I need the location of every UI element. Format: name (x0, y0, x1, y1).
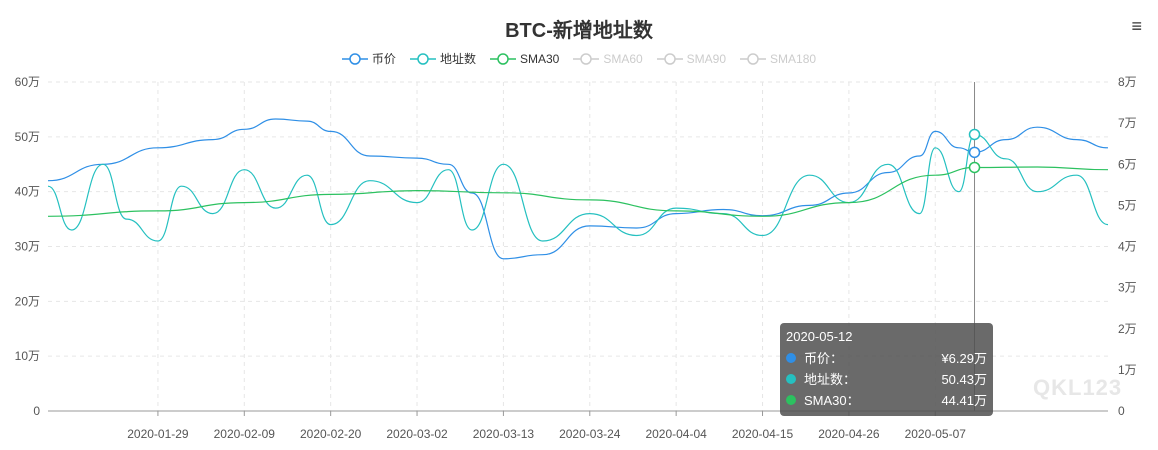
tooltip-value: ¥6.29万 (941, 351, 987, 366)
x-tick-label: 2020-03-02 (386, 427, 448, 441)
series-line (47, 166, 1109, 217)
tooltip-name: 币价： (804, 351, 844, 366)
y-left-tick-label: 60万 (15, 75, 40, 89)
tooltip-row: 币价： ¥6.29万 (780, 347, 993, 368)
legend-marker-circle (663, 52, 676, 65)
legend-marker-icon (409, 52, 436, 65)
x-tick-label: 2020-04-04 (645, 427, 707, 441)
y-right-tick-label: 2万 (1118, 322, 1137, 336)
legend-item[interactable]: SMA90 (656, 50, 727, 67)
legend-label: SMA90 (686, 51, 727, 66)
legend-item[interactable]: SMA30 (489, 50, 560, 67)
y-right-tick-label: 8万 (1118, 75, 1137, 89)
y-right-tick-label: 0 (1118, 404, 1125, 418)
legend-marker-icon (341, 52, 368, 65)
tooltip-date: 2020-05-12 (786, 329, 853, 344)
y-right-tick-label: 7万 (1118, 116, 1137, 130)
legend-item[interactable]: SMA180 (740, 50, 816, 67)
y-left-tick-label: 40万 (15, 185, 40, 199)
tooltip-row: 地址数： 50.43万 (780, 368, 993, 389)
legend-label: SMA180 (770, 51, 817, 66)
x-tick-label: 2020-02-20 (300, 427, 362, 441)
legend-item[interactable]: 地址数 (409, 50, 476, 67)
chart-title: BTC-新增地址数 (505, 20, 653, 42)
legend-marker-circle (747, 52, 759, 65)
x-tick-label: 2020-01-29 (127, 427, 189, 441)
x-tick-label: 2020-02-09 (214, 427, 276, 441)
legend-marker-circle (417, 52, 429, 65)
watermark-logo: QKL123 (1033, 375, 1123, 400)
legend-marker-icon (489, 52, 516, 65)
x-tick-label: 2020-04-26 (818, 427, 880, 441)
legend-item[interactable]: 币价 (341, 50, 396, 67)
hover-marker (968, 146, 981, 159)
menu-icon[interactable]: ≡ (1131, 16, 1142, 36)
x-tick-label: 2020-03-24 (559, 427, 621, 441)
legend-label: SMA30 (519, 51, 560, 66)
y-right-tick-label: 6万 (1118, 157, 1137, 171)
tooltip-name: SMA30： (804, 393, 860, 408)
y-left-tick-label: 30万 (15, 240, 40, 254)
tooltip-name: 地址数： (804, 372, 857, 387)
x-tick-label: 2020-04-15 (732, 427, 794, 441)
legend-label: SMA60 (603, 51, 643, 66)
tooltip-row: SMA30： 44.41万 (780, 389, 993, 410)
tooltip-dot-price (786, 352, 796, 363)
x-tick-label: 2020-05-07 (905, 427, 967, 441)
y-right-tick-label: 5万 (1118, 198, 1137, 212)
legend-marker-icon (740, 52, 767, 65)
y-left-tick-label: 10万 (15, 349, 40, 363)
legend-label: 地址数 (439, 52, 476, 66)
tooltip-dot-address (786, 373, 796, 384)
series-line (47, 118, 1109, 260)
hover-marker (968, 161, 981, 174)
legend-label: 币价 (371, 52, 396, 66)
legend-item[interactable]: SMA60 (573, 50, 643, 67)
y-left-tick-label: 0 (33, 404, 40, 418)
y-right-tick-label: 4万 (1118, 240, 1137, 254)
legend-marker-circle (580, 52, 593, 65)
series-line (47, 133, 1109, 242)
x-tick-label: 2020-03-13 (473, 427, 535, 441)
y-left-tick-label: 50万 (15, 130, 40, 144)
y-right-tick-label: 1万 (1118, 363, 1137, 377)
y-right-tick-label: 3万 (1118, 281, 1137, 295)
hover-marker (968, 128, 981, 141)
tooltip: 2020-05-12 币价： ¥6.29万 地址数： 50.43万 SMA30：… (780, 323, 993, 416)
legend-marker-icon (656, 52, 683, 65)
tooltip-value: 44.41万 (941, 393, 987, 408)
legend-marker-circle (349, 52, 361, 65)
legend-marker-circle (497, 52, 509, 65)
chart-legend: 币价 地址数 SMA30 SMA60 SMA90 SMA180 (0, 50, 1158, 67)
y-left-tick-label: 20万 (15, 294, 40, 308)
tooltip-value: 50.43万 (941, 372, 987, 387)
legend-marker-icon (573, 52, 600, 65)
tooltip-dot-sma30 (786, 394, 796, 405)
